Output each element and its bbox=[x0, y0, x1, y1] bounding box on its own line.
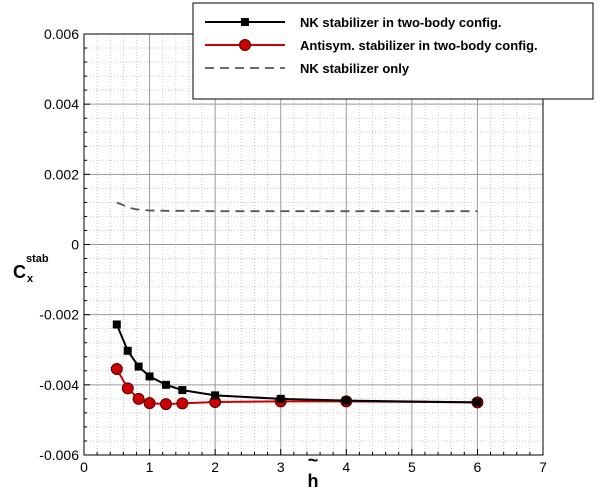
data-point bbox=[132, 392, 145, 405]
legend-marker bbox=[239, 39, 251, 51]
y-axis-title: C stab x bbox=[13, 253, 49, 285]
legend-label: Antisym. stabilizer in two-body config. bbox=[300, 38, 538, 53]
legend-label: NK stabilizer only bbox=[300, 61, 410, 76]
legend-entry-2: Antisym. stabilizer in two-body config. bbox=[205, 38, 538, 53]
y-tick-label: -0.002 bbox=[39, 307, 79, 323]
legend-box bbox=[192, 2, 594, 100]
data-point bbox=[342, 396, 351, 405]
data-point bbox=[123, 346, 132, 355]
data-point bbox=[276, 394, 285, 403]
x-tick-label: 3 bbox=[277, 459, 285, 475]
x-tick-labels: 0 1 2 3 4 5 6 7 bbox=[80, 459, 547, 475]
data-point bbox=[473, 398, 482, 407]
data-point bbox=[159, 398, 172, 411]
data-point bbox=[178, 386, 187, 395]
series-layer bbox=[110, 201, 484, 411]
series-1 bbox=[112, 320, 482, 407]
legend: NK stabilizer in two-body config. Antisym… bbox=[192, 2, 594, 100]
y-tick-label: 0 bbox=[71, 237, 79, 253]
series-line bbox=[116, 201, 478, 213]
data-point bbox=[176, 397, 189, 410]
legend-label: NK stabilizer in two-body config. bbox=[300, 15, 502, 30]
x-tick-label: 1 bbox=[146, 459, 154, 475]
x-tick-label: 6 bbox=[474, 459, 482, 475]
y-axis-title-main: C bbox=[13, 262, 26, 282]
x-tick-label: 5 bbox=[408, 459, 416, 475]
tick-marks bbox=[83, 33, 544, 456]
x-tick-label: 0 bbox=[80, 459, 88, 475]
y-tick-label: 0.006 bbox=[44, 26, 79, 42]
series-3 bbox=[116, 201, 478, 213]
x-tick-label: 7 bbox=[539, 459, 547, 475]
legend-entries: NK stabilizer in two-body config. Antisym… bbox=[205, 15, 538, 76]
legend-entry-1: NK stabilizer in two-body config. bbox=[205, 15, 502, 30]
y-tick-labels: -0.006 -0.004 -0.002 0 0.002 0.004 0.006 bbox=[39, 26, 79, 463]
data-point bbox=[211, 391, 220, 400]
y-axis-title-sup: stab bbox=[26, 253, 49, 265]
series-line bbox=[115, 368, 478, 406]
data-point bbox=[143, 397, 156, 410]
x-tick-label: 2 bbox=[211, 459, 219, 475]
x-tick-label: 4 bbox=[342, 459, 350, 475]
y-axis-title-sub: x bbox=[27, 273, 34, 285]
data-point bbox=[112, 320, 121, 329]
y-tick-label: 0.004 bbox=[44, 96, 79, 112]
legend-marker bbox=[241, 18, 249, 26]
x-axis-title-accent: ~ bbox=[308, 450, 319, 470]
y-tick-label: -0.004 bbox=[39, 377, 79, 393]
series-line bbox=[115, 324, 478, 404]
data-point bbox=[110, 363, 123, 376]
y-tick-label: -0.006 bbox=[39, 447, 79, 463]
data-point bbox=[134, 362, 143, 371]
major-grid bbox=[84, 34, 543, 455]
x-axis-title: ~ h bbox=[308, 450, 319, 491]
data-point bbox=[121, 382, 134, 395]
x-axis-title-text: h bbox=[308, 471, 319, 491]
legend-entry-3: NK stabilizer only bbox=[205, 61, 410, 76]
data-point bbox=[161, 380, 170, 389]
data-point bbox=[145, 372, 154, 381]
y-tick-label: 0.002 bbox=[44, 166, 79, 182]
